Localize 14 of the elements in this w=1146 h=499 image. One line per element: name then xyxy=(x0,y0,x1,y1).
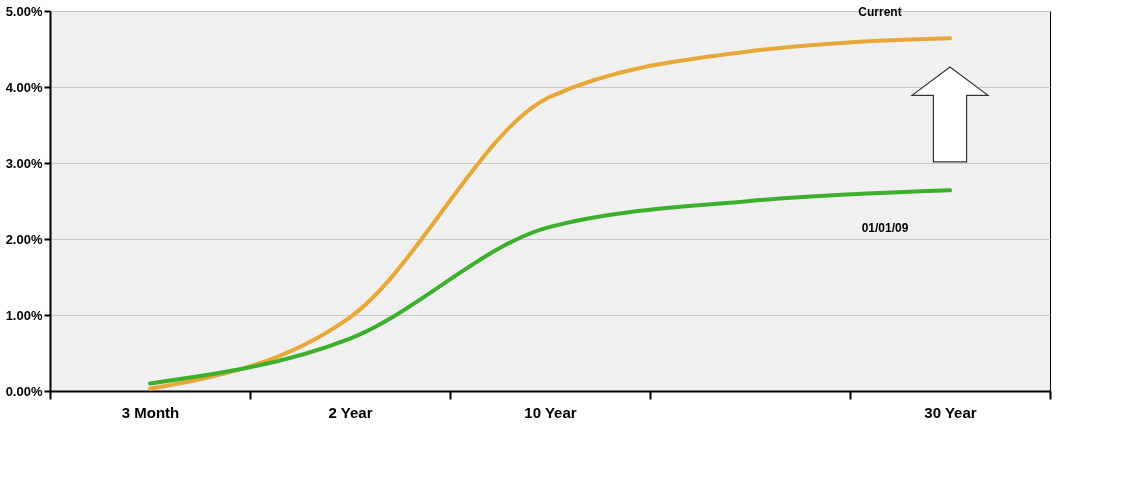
y-tick-label: 4.00% xyxy=(5,79,43,95)
x-tick-label: 2 Year xyxy=(328,403,373,421)
y-tick-label: 1.00% xyxy=(5,307,43,323)
y-tick-label: 3.00% xyxy=(5,155,43,171)
x-tick-label: 30 Year xyxy=(924,403,977,421)
text: 01/01/09 xyxy=(861,221,909,236)
series-label: Current xyxy=(858,5,902,20)
x-tick-label: 10 Year xyxy=(524,403,577,421)
y-tick-label: 0.00% xyxy=(5,383,43,399)
line-series xyxy=(148,36,952,391)
y-tick-label: 2.00% xyxy=(5,231,43,247)
y-tick-label: 5.00% xyxy=(5,3,43,19)
x-tick-label: 3 Month xyxy=(121,403,180,421)
line-series xyxy=(148,188,952,386)
